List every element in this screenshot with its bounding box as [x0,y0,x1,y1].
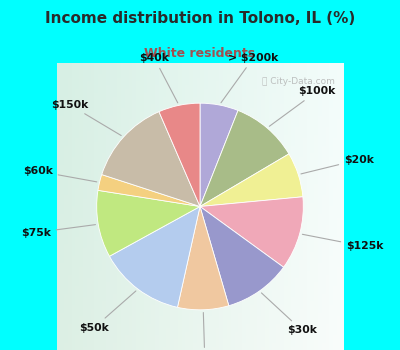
Wedge shape [98,175,200,206]
Text: $200k: $200k [186,313,224,350]
Text: $20k: $20k [301,155,374,174]
Wedge shape [200,154,303,206]
Text: $30k: $30k [262,293,317,336]
Text: Income distribution in Tolono, IL (%): Income distribution in Tolono, IL (%) [45,12,355,26]
Wedge shape [159,103,200,206]
Text: ⓘ City-Data.com: ⓘ City-Data.com [262,77,335,86]
Text: $125k: $125k [302,234,384,252]
Text: > $200k: > $200k [221,52,279,103]
Wedge shape [200,103,238,206]
Text: $75k: $75k [21,225,96,238]
Wedge shape [200,197,303,267]
Text: $40k: $40k [139,53,178,103]
Text: $50k: $50k [79,291,136,333]
Wedge shape [200,206,284,306]
Text: White residents: White residents [144,47,256,60]
Text: $60k: $60k [23,166,97,182]
Wedge shape [200,111,289,206]
Wedge shape [110,206,200,307]
Wedge shape [178,206,229,310]
Wedge shape [97,190,200,256]
Text: $100k: $100k [269,86,336,126]
Text: $150k: $150k [51,99,121,135]
Wedge shape [102,112,200,206]
